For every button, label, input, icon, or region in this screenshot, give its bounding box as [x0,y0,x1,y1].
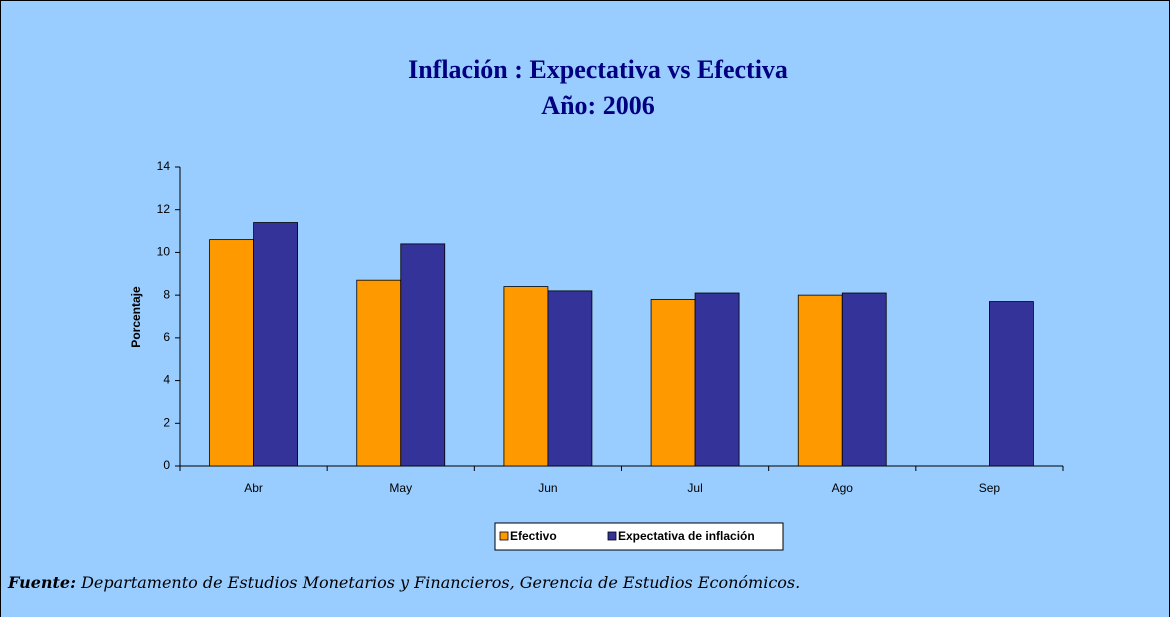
source-text: Departamento de Estudios Monetarios y Fi… [80,573,800,592]
x-tick-label: Ago [832,481,854,495]
y-tick-label: 14 [157,159,171,173]
x-tick-label: May [389,481,412,495]
y-axis-label: Porcentaje [129,286,143,348]
x-tick-label: Jun [538,481,557,495]
legend-label: Expectativa de inflación [618,529,755,543]
x-tick-label: Sep [979,481,1001,495]
bar [400,243,446,467]
y-tick-label: 8 [163,287,170,301]
bar [694,292,740,467]
y-tick-label: 12 [157,202,171,216]
bar [797,294,843,467]
chart-subtitle: Año: 2006 [541,91,654,120]
x-tick-label: Jul [687,481,702,495]
chart-title: Inflación : Expectativa vs Efectiva [408,55,788,84]
y-tick-label: 6 [163,330,170,344]
source-label: Fuente: [7,573,76,592]
source-note: Fuente: Departamento de Estudios Monetar… [7,573,800,592]
bar [503,286,549,467]
bar [209,239,254,467]
y-tick-label: 0 [163,458,170,472]
legend-box [494,522,784,551]
y-tick-label: 10 [157,245,171,259]
bar [989,301,1034,467]
bar [356,279,402,467]
bar [547,290,593,467]
legend-swatch [607,531,617,541]
x-tick-label: Abr [244,481,263,495]
legend-label: Efectivo [510,529,557,543]
bar [841,292,887,467]
bar [650,299,696,467]
bar [253,222,298,467]
y-tick-label: 2 [163,415,170,429]
y-tick-label: 4 [163,373,170,387]
legend-swatch [499,531,509,541]
